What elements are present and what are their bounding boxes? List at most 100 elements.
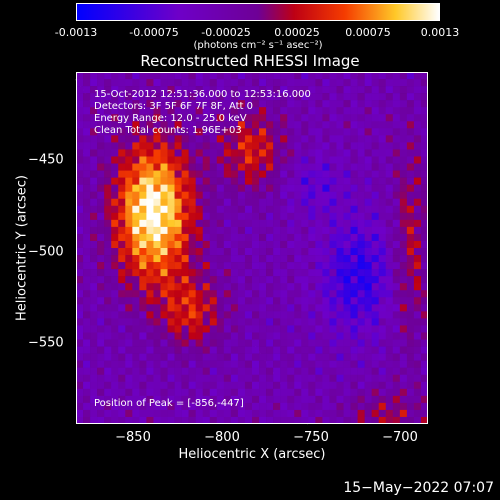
heatmap-cell [188,283,196,291]
heatmap-cell [223,107,232,115]
heatmap-cell [118,332,126,340]
heatmap-cell [139,121,147,129]
heatmap-cell [308,72,316,80]
heatmap-cell [378,374,387,383]
heatmap-cell [104,128,112,136]
heatmap-cell [111,177,119,185]
heatmap-cell [132,388,140,397]
heatmap-cell [202,409,211,418]
heatmap-cell [125,374,133,383]
heatmap-cell [118,100,126,108]
heatmap-cell [118,304,126,312]
heatmap-cell [111,255,119,263]
heatmap-cell [223,276,232,284]
heatmap-cell [329,121,337,129]
heatmap-cell [378,198,387,207]
heatmap-cell [371,409,380,418]
heatmap-cell [308,240,316,249]
heatmap-cell [350,269,358,277]
heatmap-cell [420,353,428,361]
heatmap-cell [216,304,225,312]
heatmap-cell [230,325,239,333]
heatmap-cell [378,353,387,361]
heatmap-cell [406,290,415,298]
heatmap-cell [202,142,211,150]
heatmap-cell [139,318,147,326]
heatmap-cell [385,248,394,256]
heatmap-cell [188,304,196,312]
heatmap-cell [371,72,380,80]
heatmap-cell [237,304,246,312]
heatmap-cell [160,219,168,228]
heatmap-cell [322,262,330,270]
heatmap-cell [202,121,211,129]
heatmap-cell [139,304,147,312]
heatmap-cell [202,114,211,122]
heatmap-cell [125,205,133,214]
heatmap-cell [160,156,168,164]
heatmap-cell [343,325,351,333]
heatmap-cell [223,233,232,242]
heatmap-cell [125,114,133,122]
heatmap-cell [294,198,302,207]
heatmap-cell [90,233,98,242]
heatmap-cell [223,212,232,221]
heatmap-cell [118,177,126,185]
heatmap-cell [273,149,281,157]
heatmap-cell [357,177,365,185]
heatmap-cell [181,248,189,256]
heatmap-cell [132,93,140,101]
heatmap-cell [357,269,365,277]
heatmap-cell [336,416,344,424]
heatmap-cell [230,86,239,94]
heatmap-cell [336,240,344,249]
heatmap-cell [237,374,246,383]
heatmap-cell [336,128,344,136]
heatmap-cell [132,212,140,221]
heatmap-cell [83,212,91,221]
heatmap-cell [294,332,302,340]
heatmap-cell [202,107,211,115]
heatmap-cell [406,114,415,122]
heatmap-cell [357,248,365,256]
heatmap-cell [223,163,232,171]
heatmap-cell [266,219,274,228]
heatmap-cell [111,79,119,87]
heatmap-cell [153,219,161,228]
x-tick-label: −800 [204,430,240,445]
heatmap-cell [230,367,239,376]
heatmap-cell [266,205,274,214]
heatmap-cell [83,311,91,319]
heatmap-cell [392,142,401,150]
heatmap-cell [76,360,84,368]
heatmap-cell [125,276,133,284]
heatmap-cell [216,248,225,256]
heatmap-cell [287,395,295,404]
heatmap-cell [315,212,323,221]
heatmap-cell [420,177,428,185]
heatmap-cell [294,177,302,185]
heatmap-cell [350,248,358,256]
heatmap-cell [160,79,168,87]
heatmap-cell [97,381,105,390]
heatmap-cell [420,311,428,319]
heatmap-cell [259,395,267,404]
heatmap-cell [195,163,204,171]
heatmap-cell [252,107,260,115]
heatmap-cell [259,121,267,129]
heatmap-cell [399,276,408,284]
heatmap-cell [385,339,394,347]
heatmap-cell [406,226,415,235]
heatmap-cell [132,409,140,418]
heatmap-cell [90,219,98,228]
heatmap-cell [343,142,351,150]
heatmap-cell [350,163,358,171]
heatmap-cell [357,290,365,298]
heatmap-cell [385,205,394,214]
heatmap-cell [301,339,309,347]
heatmap-cell [139,205,147,214]
heatmap-cell [97,416,105,424]
heatmap-cell [167,262,175,270]
heatmap-cell [153,86,161,94]
heatmap-cell [118,205,126,214]
